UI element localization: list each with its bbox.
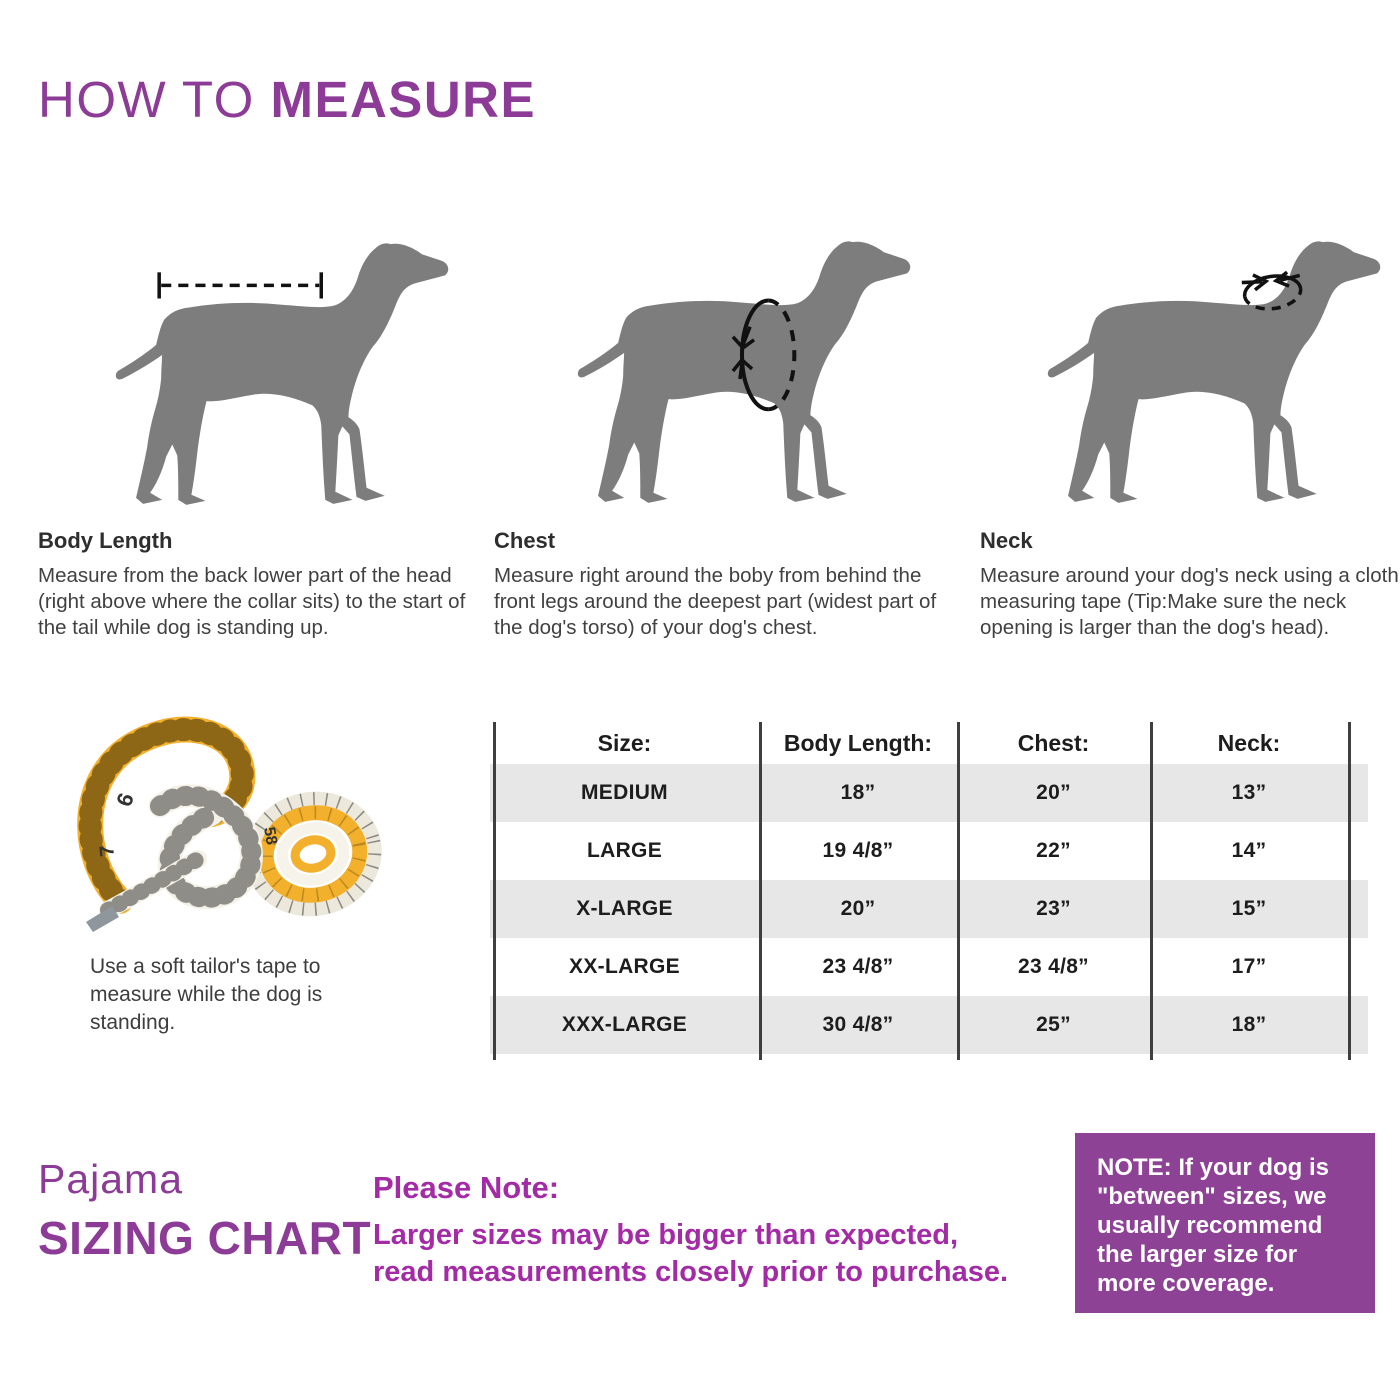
please-note-heading: Please Note: bbox=[373, 1170, 560, 1205]
title-emphasis: MEASURE bbox=[270, 71, 536, 128]
table-divider bbox=[759, 722, 762, 1060]
section-chest: Chest Measure right around the boby from… bbox=[494, 528, 954, 641]
section-description: Measure right around the boby from behin… bbox=[494, 564, 937, 639]
cell-size: LARGE bbox=[587, 839, 662, 862]
cell-chest: 23” bbox=[1036, 897, 1071, 920]
cell-body-length: 20” bbox=[840, 897, 876, 920]
cell-chest: 23 4/8” bbox=[1018, 955, 1089, 978]
tape-metal-tip bbox=[86, 906, 119, 932]
cell-size: XXX-LARGE bbox=[561, 1013, 688, 1036]
cell-chest: 20” bbox=[1036, 781, 1071, 804]
tape-number: 7 bbox=[96, 844, 119, 857]
cell-body-length: 30 4/8” bbox=[822, 1013, 894, 1036]
tape-measure-image: 6 7 58 bbox=[68, 696, 402, 940]
cell-neck: 14” bbox=[1231, 839, 1267, 862]
product-title: Pajama SIZING CHART bbox=[38, 1156, 371, 1265]
dog-figure-body-length bbox=[98, 222, 468, 524]
product-name: Pajama bbox=[38, 1156, 184, 1202]
tape-caption: Use a soft tailor's tape to measure whil… bbox=[90, 955, 323, 1034]
table-row: MEDIUM 18” 20” 13” bbox=[490, 764, 1368, 822]
cell-size: X-LARGE bbox=[576, 897, 673, 920]
cell-neck: 15” bbox=[1231, 897, 1267, 920]
page-title: HOW TO MEASURE bbox=[38, 70, 536, 129]
table-row: XX-LARGE 23 4/8” 23 4/8” 17” bbox=[490, 938, 1368, 996]
table-divider bbox=[493, 722, 496, 1060]
section-description: Measure from the back lower part of the … bbox=[38, 564, 466, 639]
table-row: LARGE 19 4/8” 22” 14” bbox=[490, 822, 1368, 880]
section-heading: Body Length bbox=[38, 528, 173, 553]
col-header-neck: Neck: bbox=[1217, 729, 1281, 756]
table-divider bbox=[1150, 722, 1153, 1060]
dog-silhouette bbox=[1047, 241, 1381, 503]
note-box: NOTE: If your dog is "between" sizes, we… bbox=[1075, 1133, 1375, 1313]
cell-size: MEDIUM bbox=[581, 781, 668, 804]
section-heading: Neck bbox=[980, 528, 1033, 553]
body-length-measure-line bbox=[157, 272, 324, 299]
table-divider bbox=[1348, 722, 1351, 1060]
dog-figure-chest bbox=[560, 220, 930, 522]
cell-chest: 25” bbox=[1036, 1013, 1071, 1036]
dog-figure-neck bbox=[1030, 220, 1400, 522]
col-header-size: Size: bbox=[597, 729, 652, 756]
neck-measure-ellipse bbox=[1241, 270, 1303, 311]
cell-body-length: 23 4/8” bbox=[822, 955, 894, 978]
chest-measure-ellipse bbox=[731, 298, 797, 412]
cell-neck: 17” bbox=[1231, 955, 1267, 978]
please-note-body: Larger sizes may be bigger than expected… bbox=[373, 1219, 1009, 1288]
section-description: Measure around your dog's neck using a c… bbox=[980, 564, 1399, 639]
section-body-length: Body Length Measure from the back lower … bbox=[38, 528, 483, 641]
cell-size: XX-LARGE bbox=[569, 955, 680, 978]
dog-silhouette bbox=[115, 243, 449, 505]
cell-body-length: 18” bbox=[840, 781, 876, 804]
please-note: Please Note: Larger sizes may be bigger … bbox=[373, 1170, 1023, 1291]
table-row: X-LARGE 20” 23” 15” bbox=[490, 880, 1368, 938]
title-prefix: HOW TO bbox=[38, 71, 271, 128]
cell-neck: 13” bbox=[1231, 781, 1267, 804]
cell-neck: 18” bbox=[1231, 1013, 1267, 1036]
table-divider bbox=[957, 722, 960, 1060]
table-header-row: Size: Body Length: Chest: Neck: bbox=[490, 722, 1368, 764]
table-row: XXX-LARGE 30 4/8” 25” 18” bbox=[490, 996, 1368, 1054]
col-header-body-length: Body Length: bbox=[783, 729, 933, 756]
tape-number: 58 bbox=[260, 826, 280, 847]
section-neck: Neck Measure around your dog's neck usin… bbox=[980, 528, 1400, 641]
cell-chest: 22” bbox=[1036, 839, 1071, 862]
tape-number: 6 bbox=[111, 790, 139, 810]
col-header-chest: Chest: bbox=[1017, 729, 1090, 756]
sizing-table: Size: Body Length: Chest: Neck: MEDIUM 1… bbox=[490, 722, 1370, 1062]
cell-body-length: 19 4/8” bbox=[822, 839, 894, 862]
section-heading: Chest bbox=[494, 528, 556, 553]
product-type: SIZING CHART bbox=[38, 1212, 372, 1264]
